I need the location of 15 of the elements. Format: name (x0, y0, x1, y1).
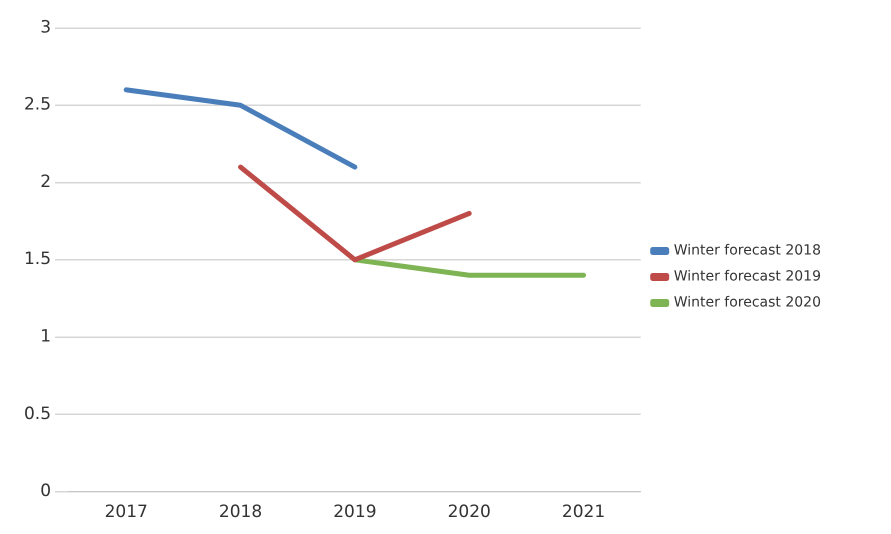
y-tick-label: 0 (40, 481, 52, 502)
legend-label: Winter forecast 2018 (674, 242, 822, 259)
x-tick-label: 2019 (333, 502, 376, 522)
legend-label: Winter forecast 2019 (674, 268, 822, 285)
x-tick-label: 2020 (448, 502, 491, 522)
y-tick-label: 1.5 (24, 249, 52, 270)
y-tick-label: 2 (40, 172, 52, 192)
y-tick-label: 1 (40, 326, 52, 346)
y-tick-label: 0.5 (24, 404, 52, 424)
x-tick-label: 2021 (562, 502, 606, 522)
x-tick-label: 2017 (104, 502, 148, 522)
y-tick-label: 2.5 (24, 94, 52, 115)
legend-label: Winter forecast 2020 (674, 294, 822, 311)
x-tick-label: 2018 (218, 502, 262, 522)
y-tick-label: 3 (40, 17, 52, 38)
